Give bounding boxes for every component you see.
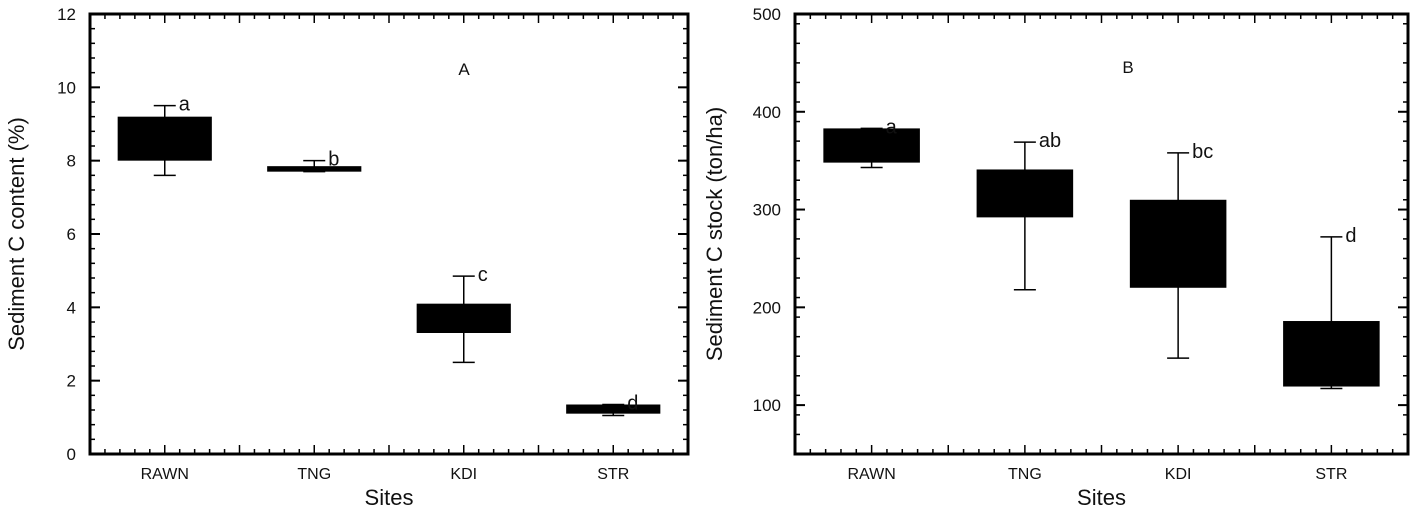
y-tick-label: 400: [753, 103, 781, 122]
y-tick-label: 200: [753, 298, 781, 317]
x-tick-label: KDI: [1165, 466, 1192, 483]
box-kdi: [1129, 199, 1227, 288]
significance-letter: d: [1345, 225, 1356, 247]
box-rawn: [117, 116, 212, 161]
panel-label: A: [458, 60, 470, 79]
y-tick-label: 300: [753, 201, 781, 220]
box-rawn: [823, 128, 920, 163]
x-axis-title: Sites: [1077, 485, 1126, 510]
y-tick-label: 10: [57, 78, 76, 97]
significance-letter: d: [627, 393, 638, 415]
y-tick-label: 100: [753, 396, 781, 415]
x-axis-title: Sites: [365, 485, 414, 510]
x-tick-label: RAWN: [141, 466, 189, 483]
panel-a-chart: 0 2 4 6 8 10 12 RAWN TNG KDI STR Sites Sediment C co…: [4, 5, 690, 510]
x-tick-label: RAWN: [847, 466, 895, 483]
x-tick-label: TNG: [1008, 466, 1042, 483]
box-str: [1283, 321, 1380, 387]
panel-b-chart: 100 200 300 400 500 RAWN TNG KDI STR Sites Sedimen…: [702, 5, 1410, 510]
y-tick-label: 2: [67, 372, 76, 391]
y-tick-label: 6: [67, 225, 76, 244]
significance-letter: a: [179, 94, 191, 116]
significance-letter: ab: [1039, 130, 1061, 152]
box-str: [566, 404, 661, 414]
significance-letter: b: [328, 149, 339, 171]
x-tick-label: KDI: [450, 466, 477, 483]
y-tick-label: 500: [753, 5, 781, 24]
box-tng: [267, 166, 362, 172]
significance-letter: bc: [1192, 141, 1213, 163]
y-tick-label: 12: [57, 5, 76, 24]
y-tick-label: 0: [67, 445, 76, 464]
box-tng: [976, 169, 1074, 218]
significance-letter: c: [478, 264, 488, 286]
plot-frame: [793, 12, 1410, 456]
y-tick-label: 8: [67, 152, 76, 171]
panel-label: B: [1122, 58, 1133, 77]
plot-frame: [88, 12, 690, 456]
y-tick-label: 4: [67, 298, 76, 317]
box-kdi: [416, 303, 511, 333]
x-tick-label: STR: [597, 466, 629, 483]
y-axis-title: Sediment C content (%): [4, 117, 29, 351]
x-tick-label: TNG: [297, 466, 331, 483]
x-tick-label: STR: [1315, 466, 1347, 483]
significance-letter: a: [886, 116, 898, 138]
y-axis-title: Sediment C stock (ton/ha): [702, 107, 727, 361]
